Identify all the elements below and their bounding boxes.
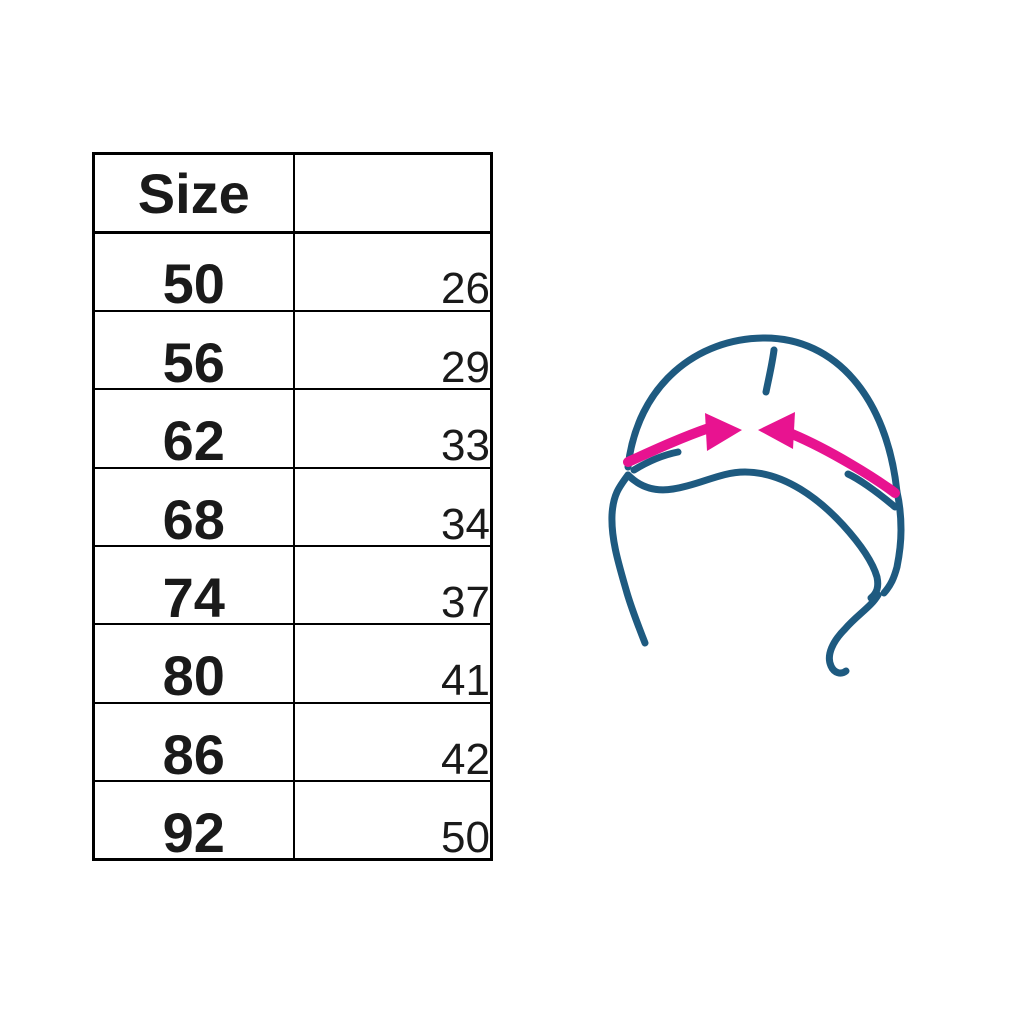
value-column-header	[292, 152, 493, 234]
size-cell: 68	[92, 466, 295, 548]
hat-outline-group	[608, 334, 905, 677]
hat-left-string-line	[608, 471, 649, 647]
size-cell: 56	[92, 309, 295, 391]
table-row: 68 34	[92, 466, 493, 548]
size-cell: 74	[92, 545, 295, 626]
size-column-header: Size	[92, 152, 295, 234]
measure-arrow-left-tail	[623, 423, 714, 467]
measure-arrow-right-head	[758, 412, 795, 449]
size-cell: 80	[92, 623, 295, 704]
hat-right-side-line	[880, 488, 905, 597]
table-row: 50 26	[92, 231, 493, 312]
table-row: 56 29	[92, 309, 493, 391]
measurement-cell: 29	[292, 309, 493, 391]
measurement-cell: 34	[292, 466, 493, 548]
hat-brim-edge-line	[624, 468, 882, 602]
hat-right-string-line	[825, 591, 882, 677]
hat-illustration	[608, 334, 905, 677]
size-cell: 92	[92, 780, 295, 861]
hat-right-fold-line	[844, 470, 899, 511]
table-header-row: Size	[92, 152, 493, 234]
measure-arrow-group	[623, 412, 900, 498]
size-cell: 86	[92, 701, 295, 783]
size-cell: 50	[92, 231, 295, 312]
table-row: 86 42	[92, 701, 493, 783]
measurement-cell: 41	[292, 623, 493, 704]
table-row: 92 50	[92, 780, 493, 861]
table-row: 80 41	[92, 623, 493, 704]
measurement-cell: 33	[292, 388, 493, 469]
table-row: 62 33	[92, 388, 493, 469]
measurement-cell: 37	[292, 545, 493, 626]
measure-arrow-left-head	[705, 413, 742, 451]
measurement-cell: 50	[292, 780, 493, 861]
size-cell: 62	[92, 388, 295, 469]
table-row: 74 37	[92, 545, 493, 626]
hat-dome-line	[624, 334, 901, 496]
hat-left-fold-line	[630, 448, 682, 474]
hat-top-seam-line	[762, 346, 778, 396]
measurement-cell: 26	[292, 231, 493, 312]
measurement-cell: 42	[292, 701, 493, 783]
measure-arrow-right-tail	[787, 429, 900, 498]
size-table: Size 50 26 56 29 62 33 68 34 74 37 80 41…	[92, 152, 493, 862]
